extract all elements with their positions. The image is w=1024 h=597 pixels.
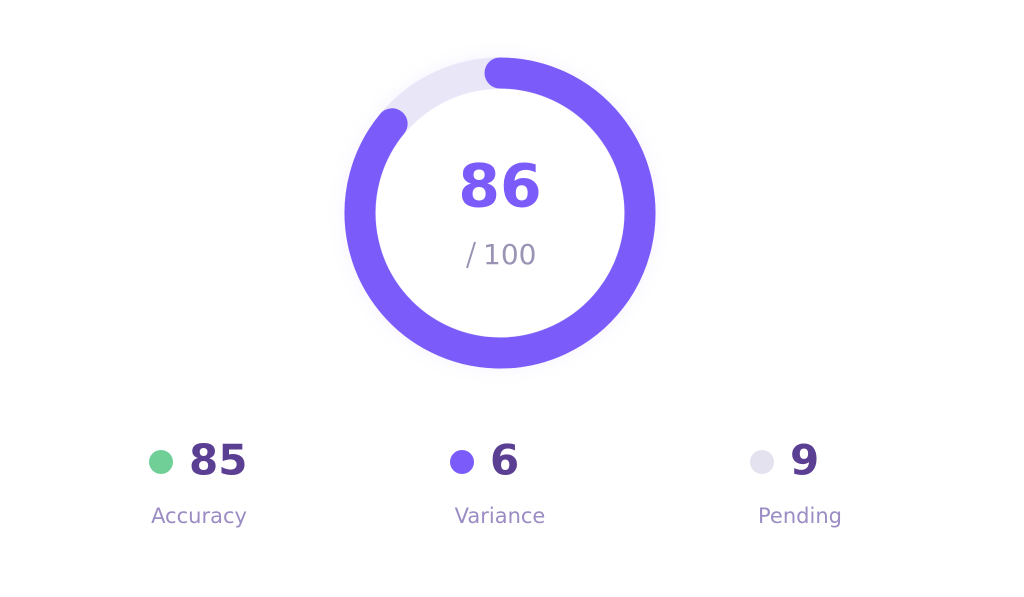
stat-label: Variance — [455, 504, 546, 528]
gauge — [344, 57, 656, 369]
gauge-value: 86 — [458, 152, 542, 222]
gauge-arc — [344, 57, 656, 369]
stat: 85 Accuracy — [149, 436, 247, 528]
stat-dot — [450, 450, 474, 474]
slash — [466, 241, 476, 269]
stat-value: 6 — [490, 436, 519, 485]
stat-label: Accuracy — [151, 504, 247, 528]
stat-label: Pending — [758, 504, 842, 528]
stat-value: 9 — [790, 436, 819, 485]
stats: 85 Accuracy 6 Variance 9 Pending — [149, 436, 842, 528]
stat-dot — [750, 450, 774, 474]
gauge-max: 100 — [483, 238, 536, 271]
stat: 6 Variance — [450, 436, 546, 528]
stat: 9 Pending — [750, 436, 842, 528]
stat-value: 85 — [189, 436, 247, 485]
stat-dot — [149, 450, 173, 474]
gauge-inner — [376, 89, 624, 337]
